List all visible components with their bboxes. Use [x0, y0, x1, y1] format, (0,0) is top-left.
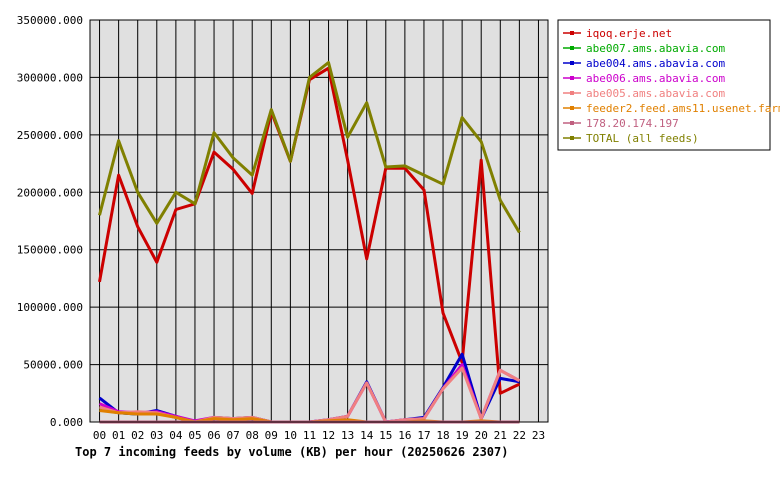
- x-tick-label: 06: [207, 429, 220, 442]
- legend-entry: feeder2.feed.ams11.usenet.farm: [586, 102, 780, 115]
- plot-border: [89, 19, 549, 423]
- y-tick-label: 50000.000: [23, 359, 83, 372]
- legend-entry: abe005.ams.abavia.com: [586, 87, 725, 100]
- x-tick-label: 02: [131, 429, 144, 442]
- x-tick-label: 11: [303, 429, 316, 442]
- x-tick-label: 10: [284, 429, 297, 442]
- grid: [90, 19, 548, 423]
- y-tick-label: 150000.000: [17, 244, 83, 257]
- x-tick-label: 03: [150, 429, 163, 442]
- legend-entry: iqoq.erje.net: [586, 27, 672, 40]
- legend-marker: [570, 136, 574, 140]
- legend-marker: [570, 106, 574, 110]
- x-tick-label: 22: [513, 429, 526, 442]
- legend-entry: 178.20.174.197: [586, 117, 679, 130]
- x-tick-label: 21: [494, 429, 507, 442]
- x-tick-label: 04: [169, 429, 183, 442]
- y-tick-label: 250000.000: [17, 129, 83, 142]
- x-tick-label: 17: [417, 429, 430, 442]
- legend-entry: TOTAL (all feeds): [586, 132, 699, 145]
- x-tick-label: 14: [360, 429, 374, 442]
- x-tick-label: 20: [475, 429, 488, 442]
- legend-entry: abe004.ams.abavia.com: [586, 57, 725, 70]
- y-tick-label: 0.000: [50, 416, 83, 429]
- legend-entry: abe007.ams.abavia.com: [586, 42, 725, 55]
- x-tick-label: 19: [456, 429, 469, 442]
- legend-marker: [570, 46, 574, 50]
- y-tick-label: 100000.000: [17, 301, 83, 314]
- x-tick-label: 01: [112, 429, 125, 442]
- x-tick-label: 18: [436, 429, 449, 442]
- x-tick-label: 05: [188, 429, 201, 442]
- legend-marker: [570, 61, 574, 65]
- series-line: [98, 61, 521, 234]
- legend-marker: [570, 91, 574, 95]
- legend-marker: [570, 76, 574, 80]
- chart-title: Top 7 incoming feeds by volume (KB) per …: [75, 445, 508, 459]
- y-tick-label: 200000.000: [17, 186, 83, 199]
- y-tick-labels: 0.000 50000.000 100000.000 150000.000 200000…: [17, 14, 83, 429]
- x-tick-label: 12: [322, 429, 335, 442]
- x-tick-labels: 00 01 02 03 04 05 06 07 08 09 10 11 12 13 14 15 16 17 18 19…: [93, 429, 545, 442]
- legend-marker: [570, 31, 574, 35]
- x-tick-label: 16: [398, 429, 411, 442]
- x-tick-label: 00: [93, 429, 106, 442]
- legend-entry: abe006.ams.abavia.com: [586, 72, 725, 85]
- y-tick-label: 350000.000: [17, 14, 83, 27]
- x-tick-label: 09: [265, 429, 278, 442]
- x-tick-label: 13: [341, 429, 354, 442]
- x-tick-label: 07: [227, 429, 240, 442]
- x-tick-label: 23: [532, 429, 545, 442]
- legend-marker: [570, 121, 574, 125]
- x-tick-label: 08: [246, 429, 259, 442]
- y-tick-label: 300000.000: [17, 71, 83, 84]
- x-tick-label: 15: [379, 429, 392, 442]
- legend: iqoq.erje.net abe007.ams.abavia.com abe004…: [557, 19, 780, 151]
- plot-area: [90, 20, 548, 422]
- legend-box: [557, 19, 771, 151]
